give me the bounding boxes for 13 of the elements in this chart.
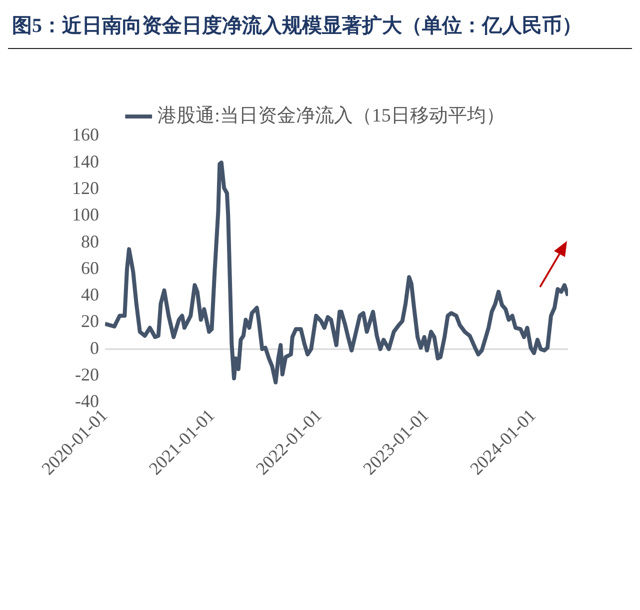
y-tick-label: -40 (75, 391, 99, 412)
y-tick-label: 140 (72, 151, 99, 172)
legend-label: 港股通:当日资金净流入（15日移动平均） (158, 104, 505, 126)
y-tick-label: 0 (90, 338, 99, 358)
y-tick-label: 100 (72, 204, 99, 225)
y-tick-label: 160 (72, 124, 99, 145)
chart-title: 图5：近日南向资金日度净流入规模显著扩大（单位：亿人民币） (8, 8, 632, 49)
y-tick-label: 20 (81, 311, 99, 332)
y-tick-label: 120 (72, 178, 99, 198)
y-tick-label: 60 (81, 258, 99, 278)
y-tick-label: -20 (75, 364, 99, 384)
y-tick-label: 80 (81, 231, 99, 252)
y-tick-label: 40 (81, 284, 99, 305)
